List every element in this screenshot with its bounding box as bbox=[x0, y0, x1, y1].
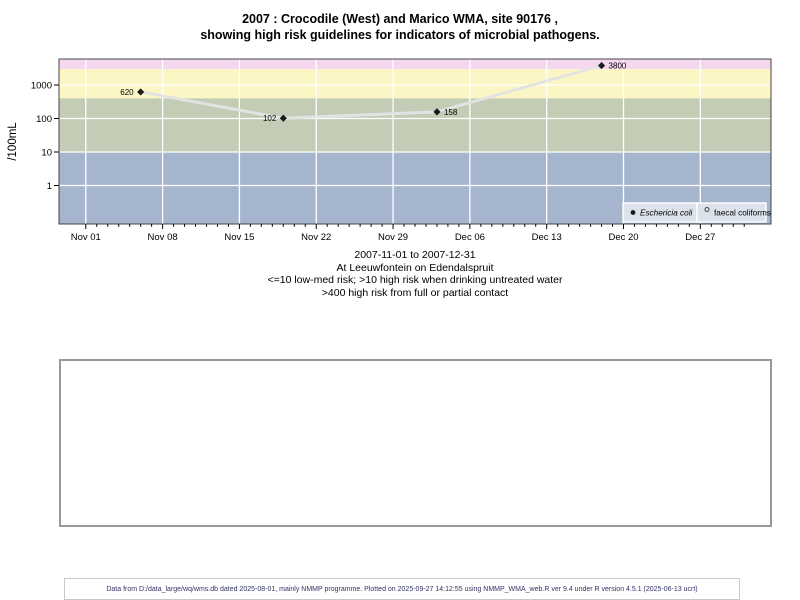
gridlines bbox=[59, 59, 771, 224]
y-axis: 1 10 100 1000 bbox=[31, 81, 59, 192]
footer-box: Data from D:/data_large/wq/wms.db dated … bbox=[64, 578, 740, 600]
band-very-high-risk bbox=[59, 59, 771, 70]
legend-open-marker-icon bbox=[704, 207, 710, 212]
legend-label: Eschericia coli bbox=[640, 209, 693, 218]
chart-title: 2007 : Crocodile (West) and Marico WMA, … bbox=[0, 12, 800, 43]
chart-title-line1: 2007 : Crocodile (West) and Marico WMA, … bbox=[242, 12, 558, 26]
legend-label: faecal coliforms bbox=[714, 209, 771, 218]
y-axis-label: /100mL bbox=[7, 122, 19, 161]
y-tick-label: 10 bbox=[41, 148, 52, 159]
legend-filled-marker-icon bbox=[630, 210, 636, 215]
band-high-risk-contact bbox=[59, 69, 771, 99]
x-tick-label: Dec 20 bbox=[608, 232, 638, 243]
caption-risk-guideline-contact: >400 high risk from full or partial cont… bbox=[321, 286, 509, 299]
data-point-label: 3800 bbox=[609, 62, 627, 71]
footer-provenance-text: Data from D:/data_large/wq/wms.db dated … bbox=[106, 585, 698, 593]
x-tick-label: Nov 08 bbox=[148, 232, 178, 243]
caption-date-range: 2007-11-01 to 2007-12-31 bbox=[354, 249, 476, 261]
band-high-risk-drinking bbox=[59, 98, 771, 152]
chart-title-line2: showing high risk guidelines for indicat… bbox=[200, 27, 600, 42]
guideline-bands bbox=[59, 59, 771, 224]
empty-panel bbox=[59, 359, 772, 527]
x-tick-label: Nov 29 bbox=[378, 232, 408, 243]
series-line bbox=[139, 64, 604, 120]
data-point-marker bbox=[137, 88, 145, 96]
x-tick-label: Nov 01 bbox=[71, 232, 101, 243]
legend-box bbox=[696, 202, 767, 223]
y-tick-label: 1000 bbox=[31, 81, 52, 92]
data-point-marker bbox=[597, 61, 606, 70]
x-tick-label: Nov 15 bbox=[224, 232, 254, 243]
y-tick-label: 1 bbox=[47, 181, 52, 192]
legend: Eschericia coli faecal coliforms bbox=[622, 202, 771, 223]
x-tick-label: Dec 06 bbox=[455, 232, 485, 243]
data-point-label: 620 bbox=[120, 88, 134, 97]
y-tick-label: 100 bbox=[36, 114, 52, 125]
caption-site-location: At Leeuwfontein on Edendalspruit bbox=[336, 261, 494, 274]
data-point-marker bbox=[433, 108, 441, 116]
chart-caption: 2007-11-01 to 2007-12-31 At Leeuwfontein… bbox=[59, 249, 771, 299]
x-tick-label: Dec 27 bbox=[685, 232, 715, 243]
data-point-label: 158 bbox=[444, 108, 458, 117]
data-point-label: 102 bbox=[263, 114, 277, 123]
x-tick-label: Dec 13 bbox=[532, 232, 562, 243]
data-point-marker bbox=[279, 114, 287, 122]
x-tick-label: Nov 22 bbox=[301, 232, 331, 243]
x-axis: Nov 01 Nov 08 Nov 15 Nov 22 Nov 29 Dec 06 Dec … bbox=[71, 224, 745, 243]
caption-risk-guideline-drinking: <=10 low-med risk; >10 high risk when dr… bbox=[267, 274, 563, 286]
